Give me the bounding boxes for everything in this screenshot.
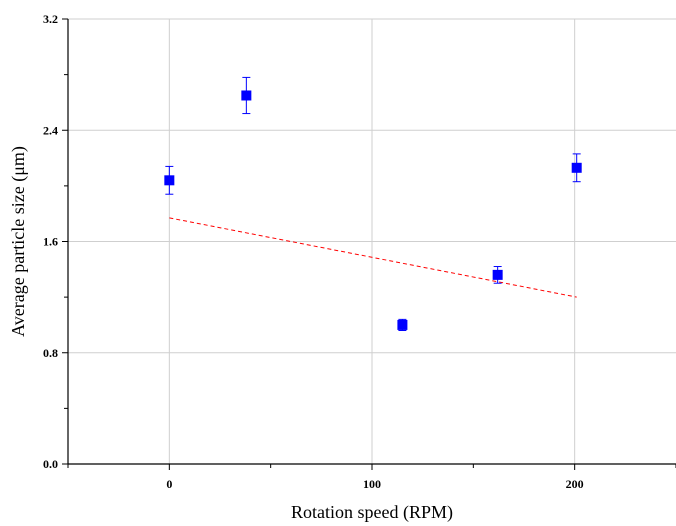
grid-lines xyxy=(68,18,676,464)
trendline-layer xyxy=(169,217,577,298)
y-tick-label: 2.4 xyxy=(43,123,58,137)
x-axis-title: Rotation speed (RPM) xyxy=(291,502,453,523)
square-marker xyxy=(164,175,175,186)
x-tick-label: 200 xyxy=(566,477,584,491)
data-points xyxy=(164,76,582,331)
y-axis-title: Average particle size (μm) xyxy=(8,146,29,337)
trendline xyxy=(169,217,577,298)
square-marker xyxy=(241,90,252,101)
y-tick-label: 1.6 xyxy=(43,235,58,249)
square-marker xyxy=(492,269,503,280)
y-tick-label: 3.2 xyxy=(43,12,58,26)
ticks: 0 100 200 0.0 0.8 1.6 2.4 3.2 xyxy=(43,12,676,491)
x-tick-label: 0 xyxy=(166,477,172,491)
data-point-3 xyxy=(492,266,503,284)
data-point-1 xyxy=(241,76,252,115)
x-tick-label: 100 xyxy=(363,477,381,491)
data-point-4 xyxy=(571,153,582,183)
square-marker xyxy=(571,162,582,173)
square-marker xyxy=(397,319,408,330)
y-tick-label: 0.8 xyxy=(43,346,58,360)
y-tick-label: 0.0 xyxy=(43,457,58,471)
data-point-2 xyxy=(397,318,408,331)
data-point-0 xyxy=(164,165,175,195)
